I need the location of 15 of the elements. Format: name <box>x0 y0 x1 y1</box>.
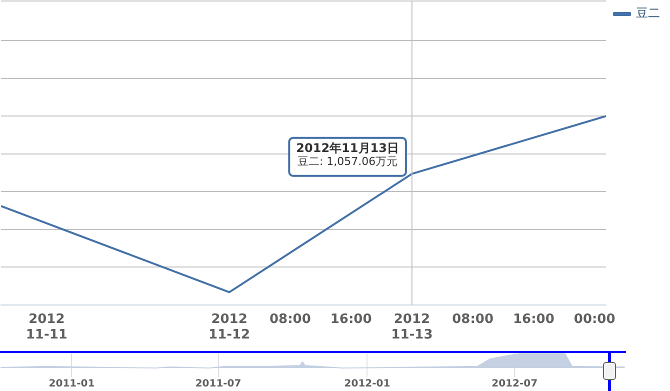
x-tick-label: 2012 11-12 <box>208 312 250 343</box>
x-tick-label: 16:00 <box>330 312 372 327</box>
x-tick-label: 16:00 <box>513 312 554 327</box>
x-tick-label: 2012 11-13 <box>391 312 433 343</box>
x-tick-label: 2012-07 <box>492 378 538 390</box>
x-tick-label: 2011-07 <box>195 378 242 390</box>
annotation: 豆二: 1,057.06万元 <box>297 155 398 168</box>
x-tick-label: 2012-01 <box>344 378 390 390</box>
legend-label: 豆二 <box>636 6 660 20</box>
x-tick-label: 2012 11-11 <box>26 312 68 343</box>
annotation: 2012年11月13日 <box>296 140 399 155</box>
x-tick-label: 08:00 <box>452 312 494 327</box>
x-tick-label: 00:00 <box>574 312 616 327</box>
x-tick-label: 08:00 <box>269 312 311 327</box>
x-tick-label: 2011-01 <box>48 378 95 390</box>
